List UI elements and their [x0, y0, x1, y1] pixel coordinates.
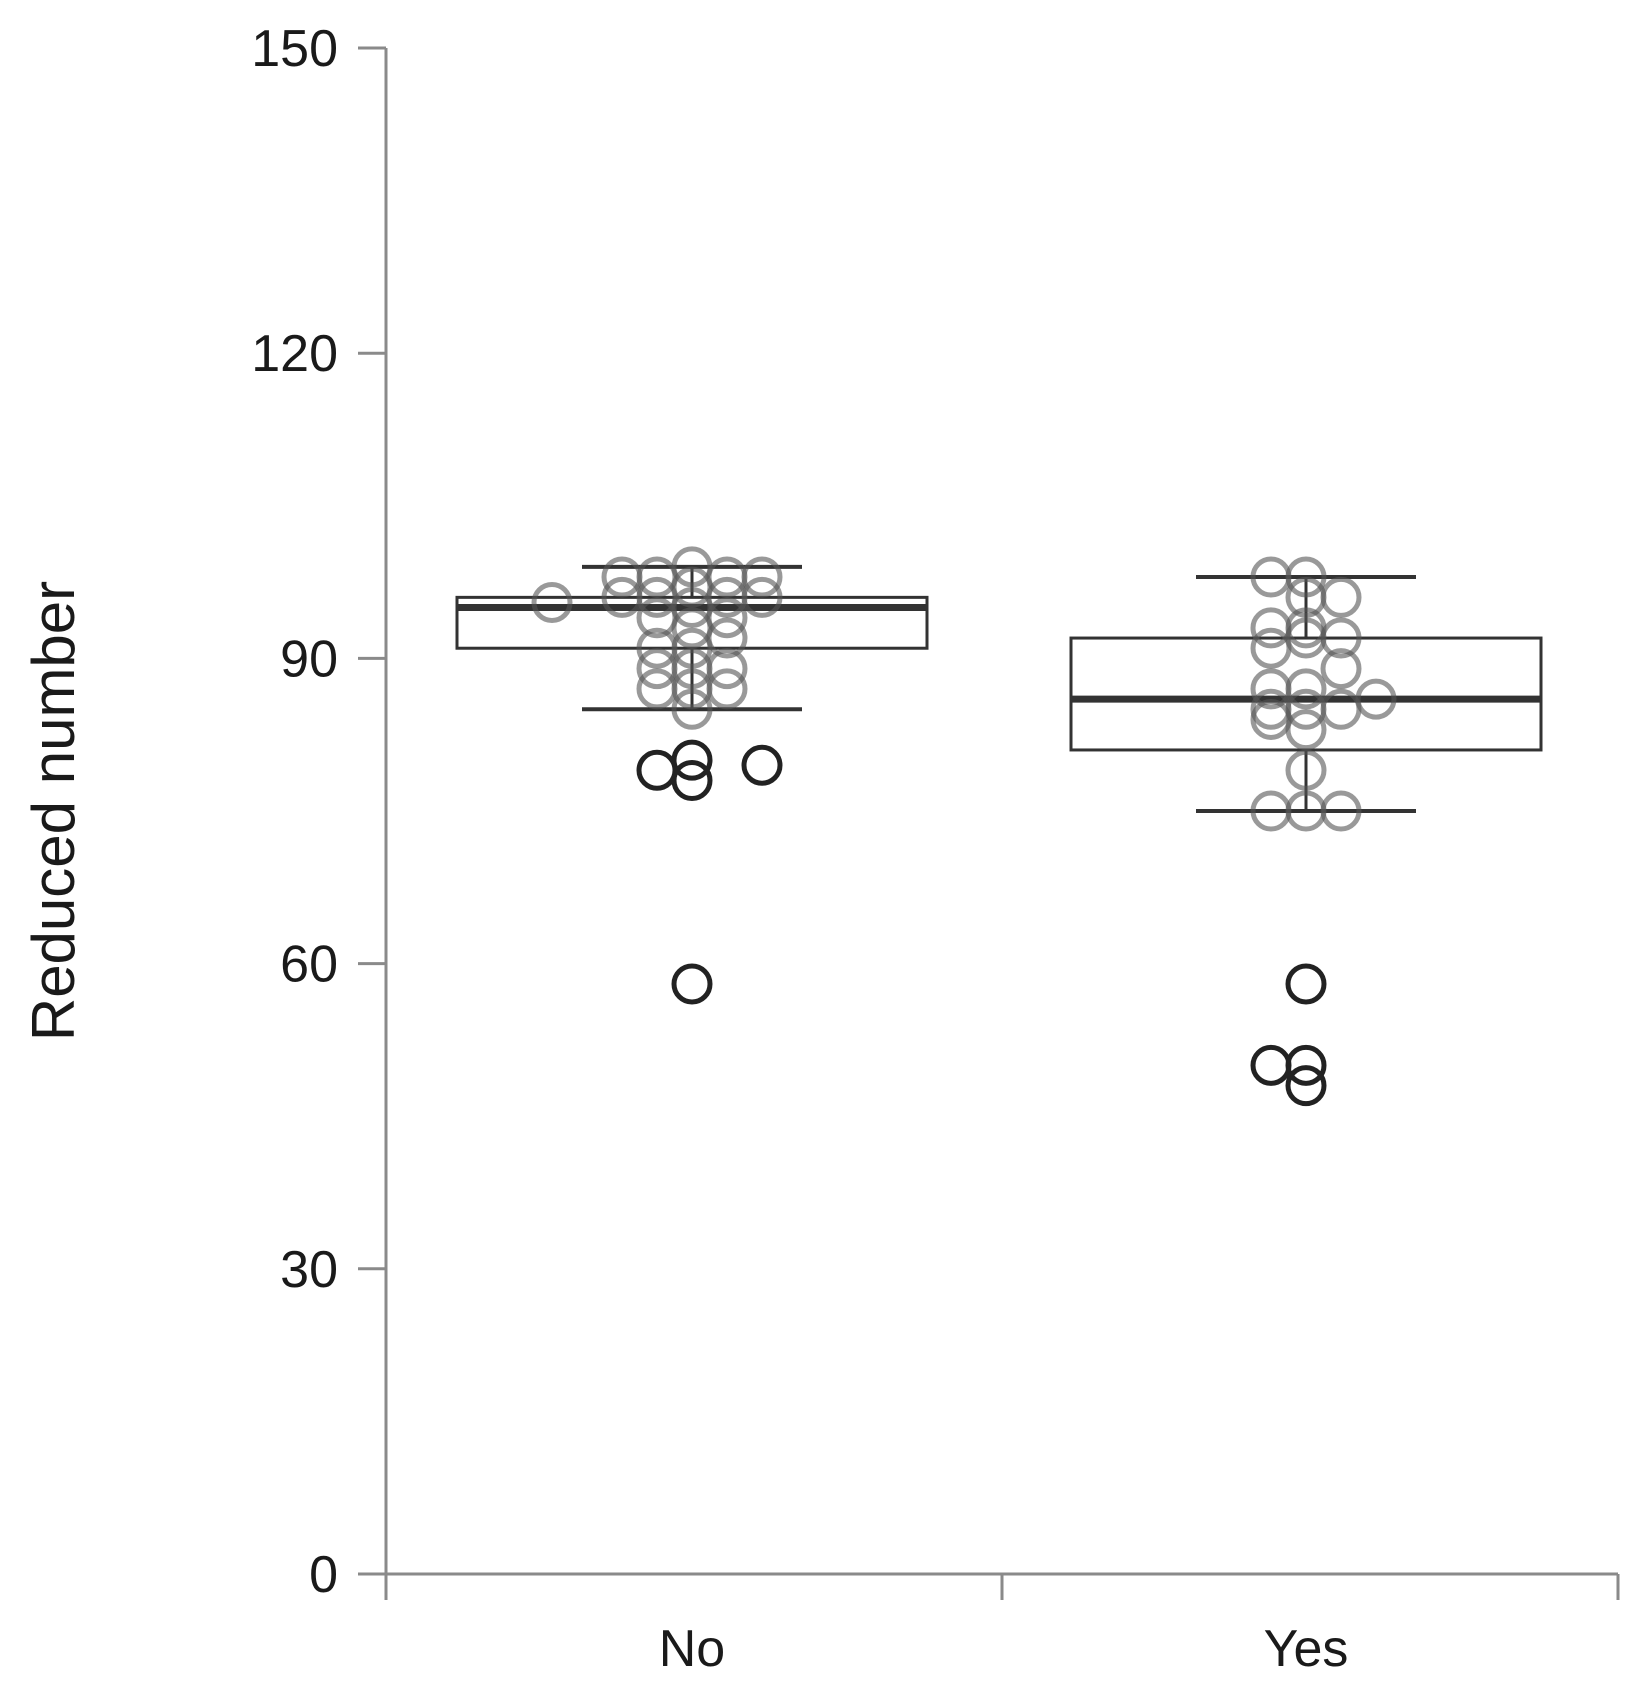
y-tick-label: 30 [280, 1241, 338, 1299]
outlier-points [636, 739, 1327, 1107]
data-point [671, 688, 713, 730]
data-point [1285, 556, 1327, 598]
x-category-label: Yes [1264, 1620, 1349, 1678]
outlier-point [1285, 1065, 1327, 1107]
outlier-point [671, 963, 713, 1005]
data-point [1285, 709, 1327, 751]
data-point [741, 556, 783, 598]
y-tick-label: 150 [251, 20, 338, 78]
outlier-point [741, 744, 783, 786]
outlier-point [636, 749, 678, 791]
box-yes [1069, 575, 1543, 813]
data-point [531, 581, 573, 623]
data-point [1320, 648, 1362, 690]
y-axis: 0 30 60 90 120 150 [251, 20, 388, 1604]
data-point [741, 576, 783, 618]
x-category-label: No [659, 1620, 725, 1678]
data-point [1320, 617, 1362, 659]
data-point [706, 597, 748, 639]
data-point [1320, 790, 1362, 832]
data-point [1285, 668, 1327, 710]
y-tick-label: 60 [280, 936, 338, 994]
outlier-point [1285, 1044, 1327, 1086]
y-axis-title: Reduced number [20, 581, 87, 1041]
data-point [706, 668, 748, 710]
x-axis: No Yes [384, 1572, 1620, 1678]
outlier-point [671, 739, 713, 781]
data-point [706, 617, 748, 659]
data-point [706, 648, 748, 690]
outlier-point [1250, 1044, 1292, 1086]
y-tick-label: 90 [280, 630, 338, 688]
data-point [1320, 576, 1362, 618]
data-point [1285, 749, 1327, 791]
outlier-point [671, 759, 713, 801]
outlier-point [1285, 963, 1327, 1005]
data-point [1355, 678, 1397, 720]
y-tick-label: 120 [251, 325, 338, 383]
y-tick-label: 0 [309, 1546, 338, 1604]
box-series [455, 564, 1543, 813]
data-points [531, 546, 1397, 832]
